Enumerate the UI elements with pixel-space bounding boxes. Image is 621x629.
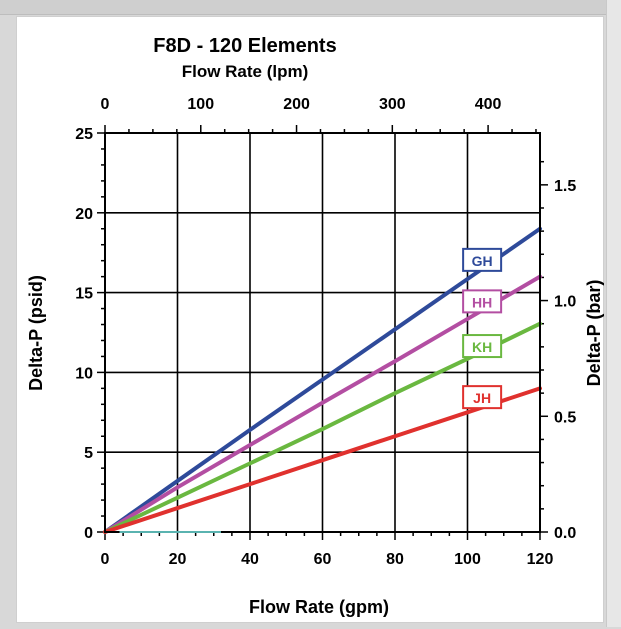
window-top-bar	[0, 0, 621, 15]
x-tick-label: 60	[314, 551, 332, 568]
x2-tick-label: 200	[283, 96, 310, 113]
series-label-box-hh	[462, 289, 503, 314]
chart-svg: F8D - 120 Elements Flow Rate (lpm) Flow …	[26, 35, 604, 617]
series-label-hh: HH	[472, 294, 492, 310]
y-tick-label: 10	[75, 365, 93, 382]
y2-tick-label: 0.0	[554, 525, 576, 542]
series-line-hh	[103, 274, 542, 534]
series-label-box-jh	[462, 385, 503, 410]
x2-tick-label: 0	[101, 96, 110, 113]
series-label-box-gh	[462, 247, 503, 272]
y2-tick-label: 1.0	[554, 294, 576, 311]
series-label-jh: JH	[473, 390, 491, 406]
x-tick-label: 40	[241, 551, 259, 568]
x-axis-title: Flow Rate (gpm)	[249, 597, 389, 617]
x2-axis-title: Flow Rate (lpm)	[182, 62, 309, 81]
x2-tick-label: 400	[475, 96, 502, 113]
chart-title: F8D - 120 Elements	[153, 35, 336, 57]
window-right-scroll-strip	[606, 0, 621, 627]
x2-tick-label: 300	[379, 96, 406, 113]
chart-grid	[105, 133, 540, 532]
y-tick-label: 25	[75, 126, 93, 143]
x2-tick-label: 100	[187, 96, 214, 113]
x-tick-label: 80	[386, 551, 404, 568]
y-tick-label: 15	[75, 286, 93, 303]
y-tick-label: 20	[75, 206, 93, 223]
y2-axis-title: Delta-P (bar)	[584, 280, 604, 387]
y-tick-label: 0	[84, 525, 93, 542]
series-line-jh	[103, 386, 542, 534]
y-tick-label: 5	[84, 445, 93, 462]
y2-tick-label: 1.5	[554, 178, 576, 195]
series-line-gh	[103, 226, 542, 534]
plot-area-frame	[104, 132, 541, 533]
x-tick-label: 20	[169, 551, 187, 568]
series-label-kh: KH	[472, 339, 492, 355]
chart-tick-labels: 0 20 40 60 80 100 120 0 100 200 300 400 0 5 10 15 20 25 0.…	[75, 96, 576, 568]
series-labels: GH HH KH JH	[462, 247, 503, 410]
x-tick-label: 120	[527, 551, 554, 568]
y2-tick-label: 0.5	[554, 409, 576, 426]
y-axis-title: Delta-P (psid)	[26, 275, 46, 391]
series-label-gh: GH	[472, 253, 493, 269]
x-tick-label: 100	[454, 551, 481, 568]
chart-panel: F8D - 120 Elements Flow Rate (lpm) Flow …	[16, 16, 604, 623]
series-label-box-kh	[462, 334, 503, 359]
chart-series	[103, 226, 542, 534]
x-tick-label: 0	[101, 551, 110, 568]
series-line-kh	[103, 321, 542, 534]
